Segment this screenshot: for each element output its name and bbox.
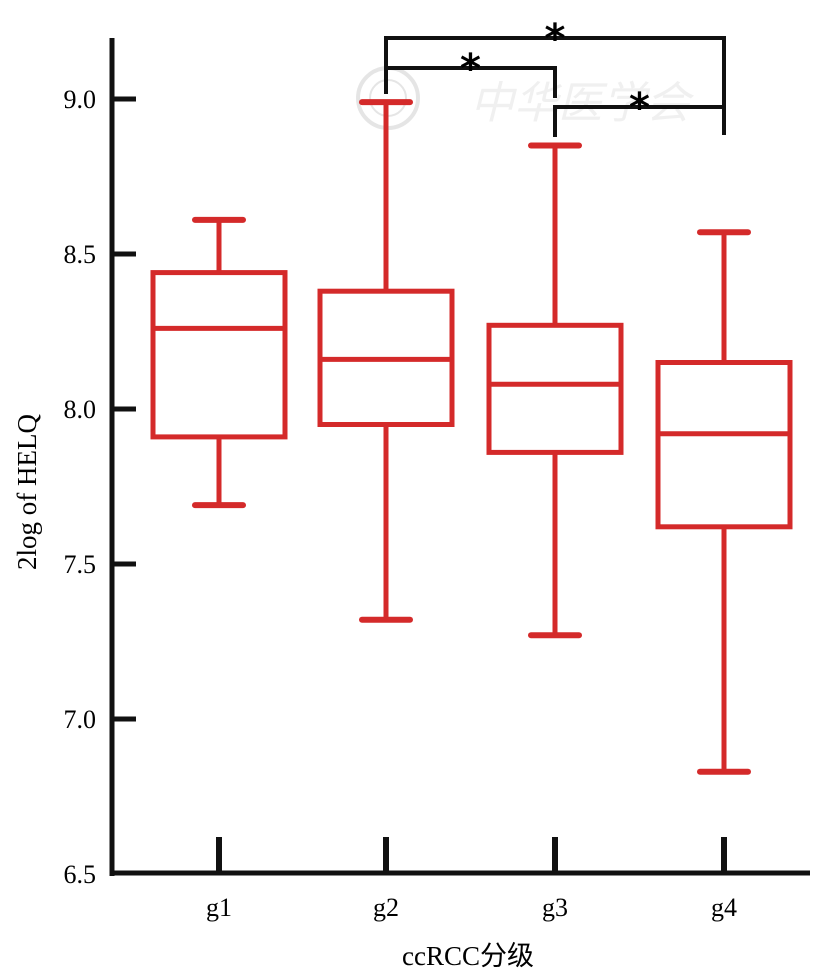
- x-tick-label: g1: [206, 893, 232, 922]
- x-axis-title: ccRCC分级: [402, 941, 534, 971]
- bracket-g2-g3: *: [384, 46, 557, 98]
- significance-star: *: [460, 46, 481, 92]
- labels: 6.5 7.0 7.5 8.0 8.5 9.0 g1 g2 g3 g4 ccRCC分级 2log of…: [12, 85, 737, 971]
- x-tick-label: g3: [542, 893, 568, 922]
- bracket-line: [384, 66, 557, 98]
- bracket-line: [553, 105, 726, 137]
- bracket-g2-g4: *: [384, 16, 726, 108]
- box-iqr: [486, 322, 624, 455]
- boxes: [150, 99, 793, 775]
- y-tick-label: 6.5: [64, 860, 97, 889]
- y-tick-label: 9.0: [64, 85, 97, 114]
- y-tick-label: 7.0: [64, 705, 97, 734]
- significance-star: *: [629, 85, 650, 131]
- y-tick-label: 8.5: [64, 240, 97, 269]
- x-tick-label: g2: [373, 893, 399, 922]
- box-g4: [655, 229, 793, 775]
- box-g3: [486, 142, 624, 639]
- box-iqr: [150, 270, 288, 440]
- bracket-line: [384, 36, 726, 108]
- y-tick-label: 8.0: [64, 395, 97, 424]
- significance-star: *: [545, 16, 566, 62]
- axes: [109, 38, 810, 876]
- box-g2: [317, 99, 455, 623]
- box-g1: [150, 216, 288, 509]
- bracket-g3-g4: *: [553, 85, 726, 137]
- box-iqr: [655, 360, 793, 530]
- x-tick-label: g4: [711, 893, 737, 922]
- watermark-text: 中华医学会: [470, 78, 694, 129]
- y-axis-title: 2log of HELQ: [12, 414, 42, 570]
- y-tick-label: 7.5: [64, 550, 97, 579]
- significance-brackets: * * *: [384, 16, 726, 137]
